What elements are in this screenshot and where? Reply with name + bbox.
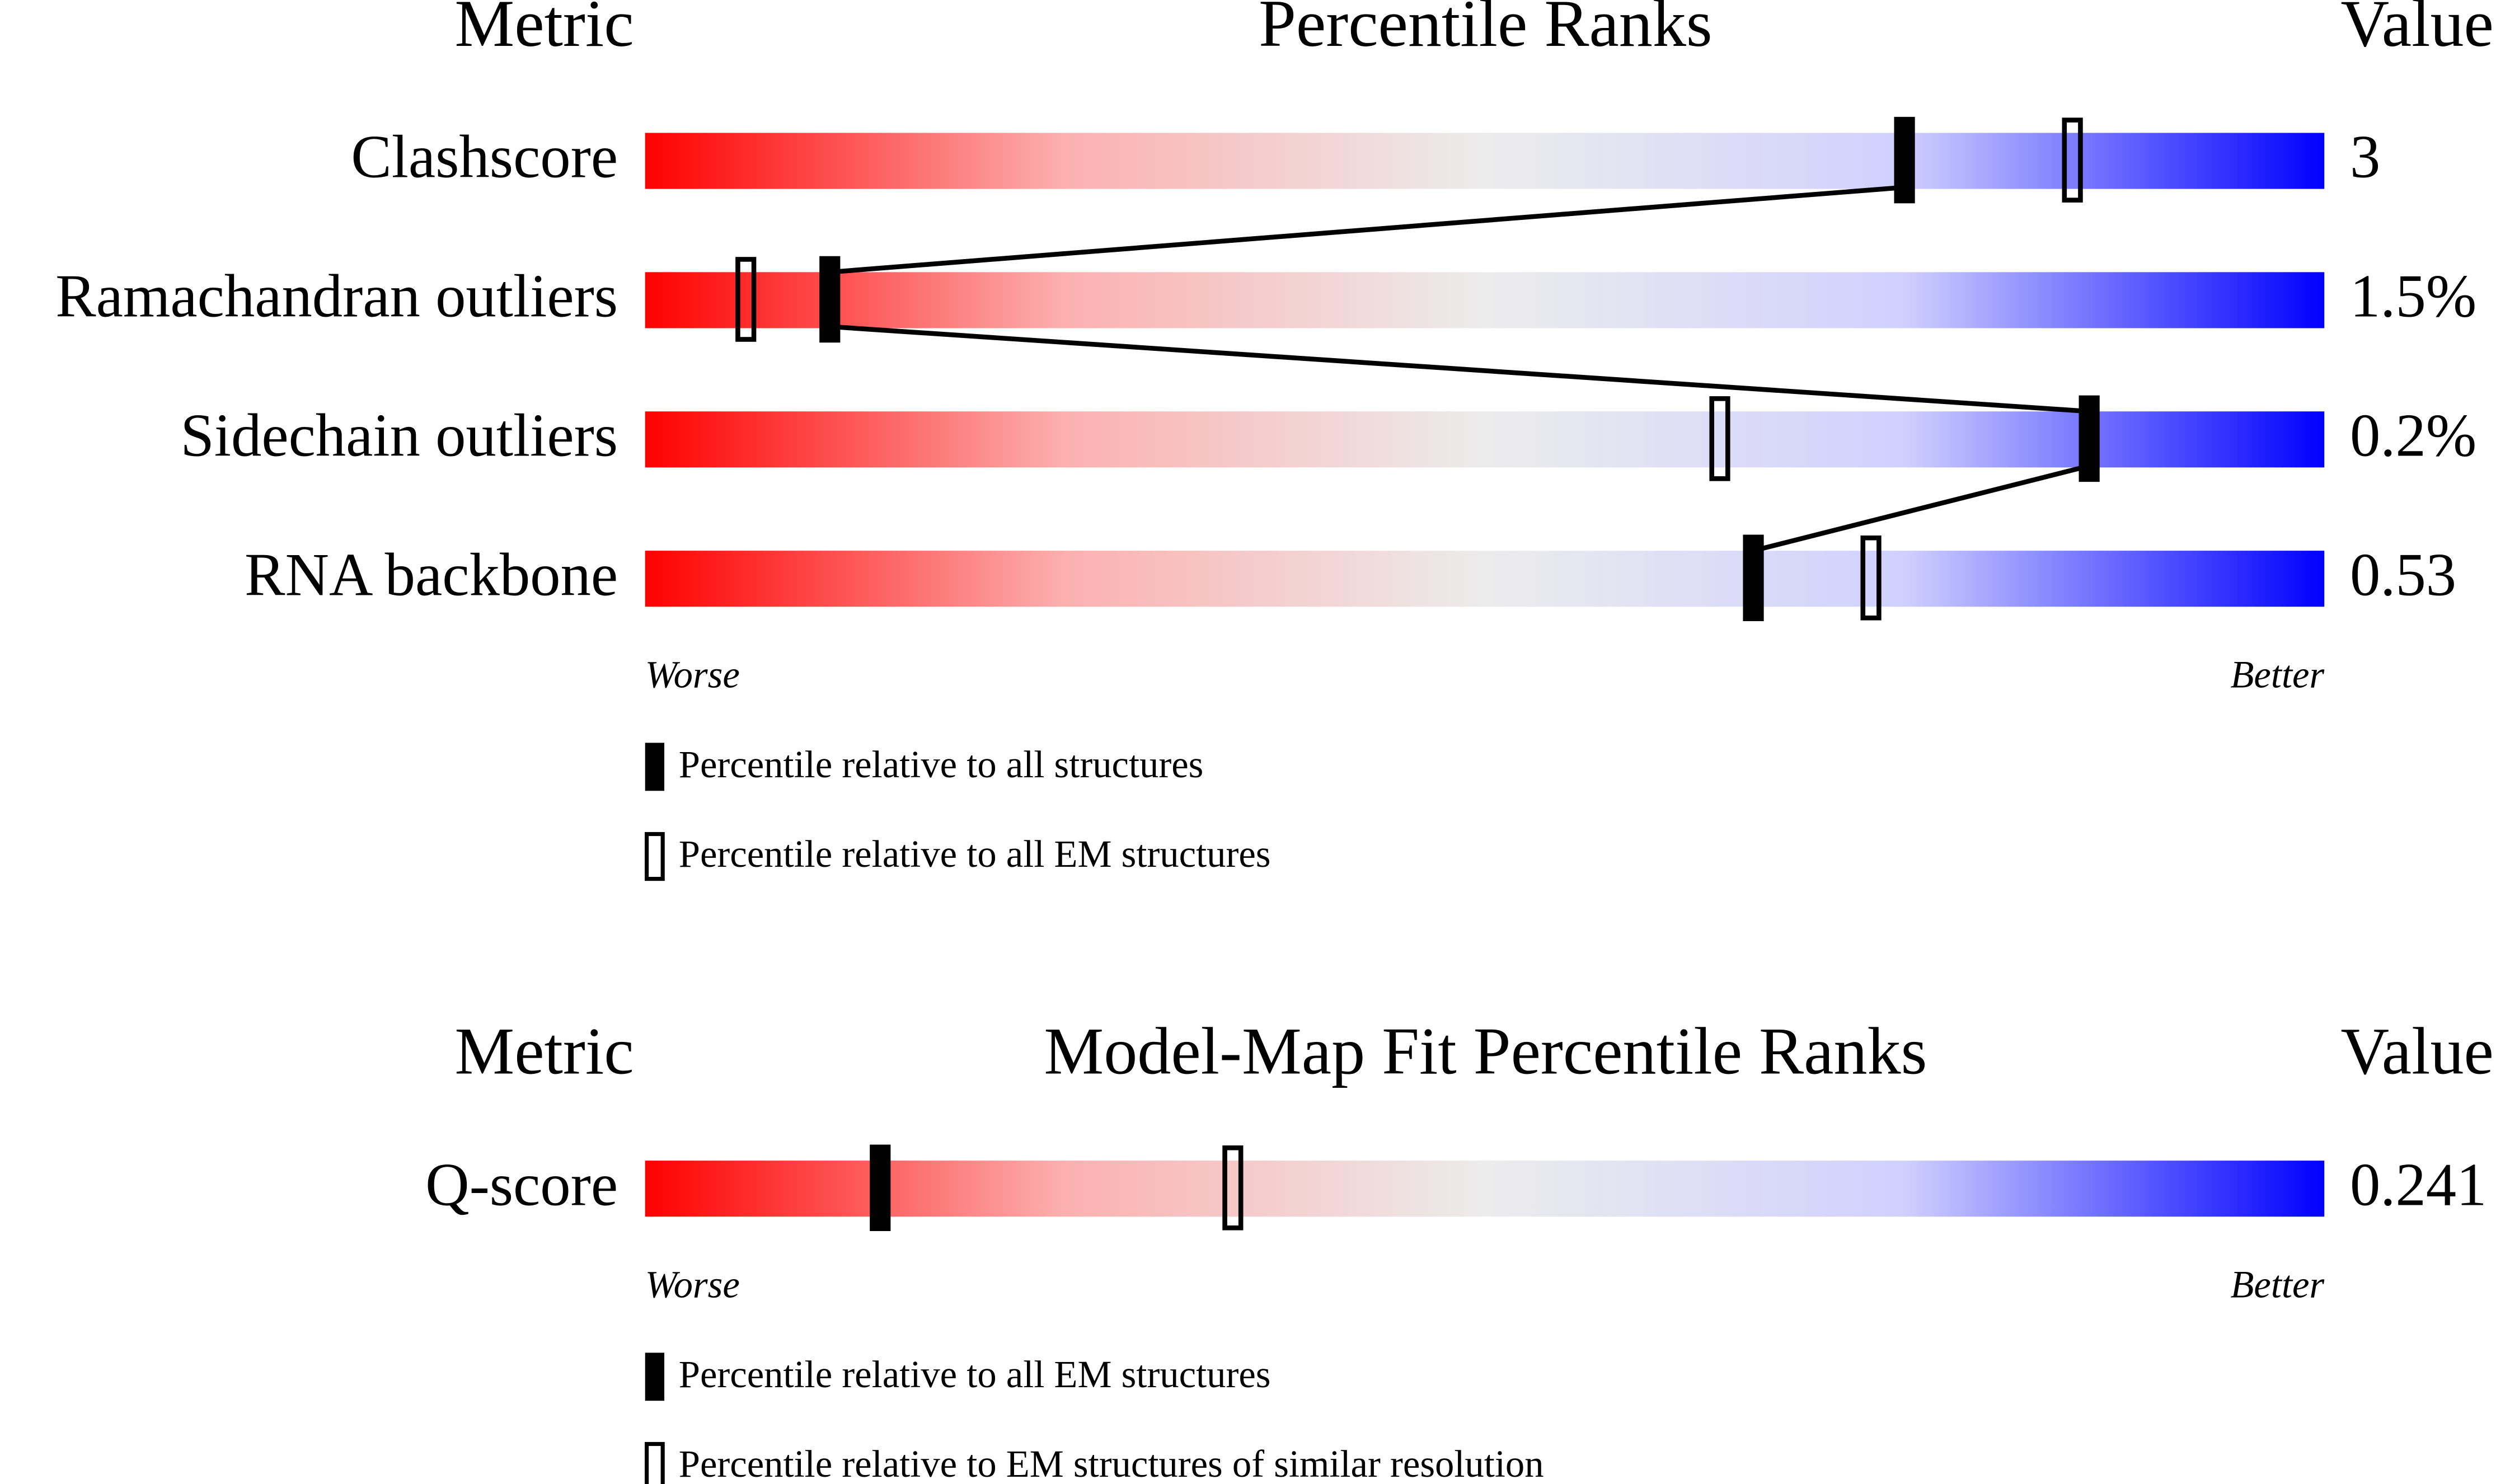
legend-filled: Percentile relative to all structures: [679, 743, 1204, 786]
filled-marker: [2079, 395, 2100, 482]
header-metric: Metric: [454, 0, 634, 60]
legend-filled-icon: [645, 743, 665, 791]
gradient-bar: [645, 133, 2325, 189]
open-marker: [1222, 1145, 1244, 1231]
better-label: Better: [2230, 1264, 2324, 1306]
metric-label: Q-score: [425, 1150, 618, 1218]
metric-value: 0.53: [2350, 541, 2456, 608]
worse-label: Worse: [645, 1264, 740, 1306]
metric-value: 0.241: [2350, 1150, 2487, 1218]
metric-label: Ramachandran outliers: [55, 262, 618, 330]
header-metric: Metric: [454, 1014, 634, 1088]
header-value: Value: [2340, 1014, 2493, 1088]
filled-marker: [870, 1144, 891, 1231]
open-marker: [1860, 535, 1882, 621]
gradient-bar: [645, 551, 2325, 607]
metric-label: RNA backbone: [245, 541, 618, 608]
filled-marker: [1743, 534, 1764, 622]
better-label: Better: [2230, 654, 2324, 696]
metric-value: 0.2%: [2350, 402, 2476, 469]
gradient-bar: [645, 411, 2325, 468]
open-marker: [735, 257, 757, 342]
legend-open-icon: [644, 832, 665, 881]
open-marker: [2062, 118, 2083, 203]
metric-value: 1.5%: [2350, 262, 2476, 330]
metric-value: 3: [2350, 123, 2380, 191]
connector: [1752, 463, 2090, 553]
header-title: Model-Map Fit Percentile Ranks: [1044, 1014, 1927, 1088]
connector: [829, 185, 1905, 275]
legend-open: Percentile relative to all EM structures: [679, 833, 1271, 875]
worse-label: Worse: [645, 654, 740, 696]
gradient-bar: [645, 272, 2325, 328]
legend-filled: Percentile relative to all EM structures: [679, 1353, 1271, 1396]
legend-open: Percentile relative to EM structures of …: [679, 1443, 1544, 1484]
header-title: Percentile Ranks: [1259, 0, 1713, 60]
filled-marker: [819, 256, 841, 343]
metric-label: Clashscore: [351, 123, 618, 191]
metric-label: Sidechain outliers: [180, 402, 618, 469]
gradient-bar: [645, 1161, 2325, 1217]
filled-marker: [1894, 116, 1915, 204]
open-marker: [1709, 396, 1730, 481]
legend-open-icon: [644, 1441, 665, 1484]
header-value: Value: [2340, 0, 2493, 60]
connector: [829, 324, 2090, 414]
legend-filled-icon: [645, 1352, 665, 1401]
